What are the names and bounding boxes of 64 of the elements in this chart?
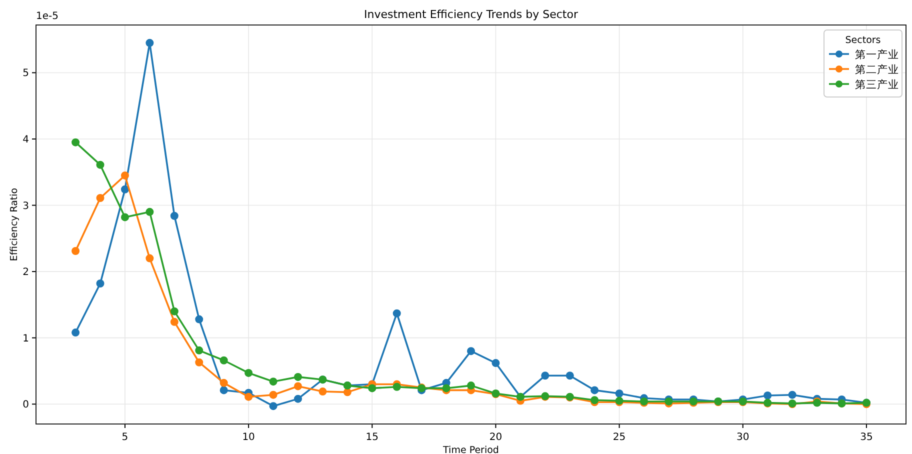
point (467, 382, 475, 390)
legend-title: Sectors (845, 35, 881, 46)
point (195, 346, 204, 354)
point (220, 386, 228, 394)
point (294, 382, 302, 390)
point (788, 390, 796, 399)
x-tick-label: 25 (612, 432, 626, 443)
y-tick-label: 3 (22, 200, 29, 212)
chart-title: Investment Efficiency Trends by Sector (364, 8, 578, 21)
point (170, 212, 178, 220)
point (318, 388, 327, 396)
x-axis-title: Time Period (442, 445, 499, 454)
x-tick-label: 15 (366, 432, 379, 443)
y-tick-label: 2 (22, 267, 29, 278)
point (294, 394, 302, 403)
point (269, 402, 278, 410)
point (467, 347, 475, 356)
point (566, 372, 574, 380)
y-tick-label: 4 (22, 134, 29, 146)
point (294, 372, 302, 381)
point (541, 372, 550, 380)
y-tick-label: 1 (22, 333, 29, 344)
point (72, 328, 80, 337)
point (146, 208, 154, 216)
point (120, 185, 129, 194)
point (96, 279, 104, 288)
point (146, 254, 154, 262)
point (368, 384, 376, 392)
point (170, 307, 178, 316)
legend-label: 第一产业 (855, 48, 899, 61)
point (269, 390, 278, 399)
x-tick-label: 30 (736, 432, 750, 443)
point (269, 378, 278, 386)
x-tick-label: 35 (860, 432, 873, 443)
point (220, 356, 228, 364)
point (96, 194, 104, 202)
point (120, 171, 129, 180)
point (146, 38, 154, 47)
point (244, 368, 253, 377)
point (96, 160, 104, 169)
point (220, 378, 228, 387)
point (120, 213, 129, 222)
point (343, 388, 352, 396)
point (764, 392, 772, 400)
point (195, 358, 204, 366)
legend-label: 第三产业 (855, 78, 899, 91)
point (170, 318, 178, 326)
x-tick-label: 10 (242, 432, 255, 443)
point (72, 247, 80, 256)
point (72, 138, 80, 146)
point (392, 309, 401, 318)
y-tick-label: 0 (22, 400, 29, 411)
point (590, 386, 599, 394)
point (392, 382, 401, 391)
y-axis-title: Efficiency Ratio (9, 188, 20, 262)
point (492, 359, 500, 368)
point (615, 390, 624, 398)
y-tick-label: 5 (22, 68, 29, 80)
point (244, 392, 253, 401)
text: 1e-5 (36, 11, 58, 22)
x-tick-label: 5 (122, 432, 128, 443)
legend-label: 第二产业 (855, 63, 899, 76)
point (195, 315, 204, 324)
x-tick-label: 20 (489, 432, 502, 443)
